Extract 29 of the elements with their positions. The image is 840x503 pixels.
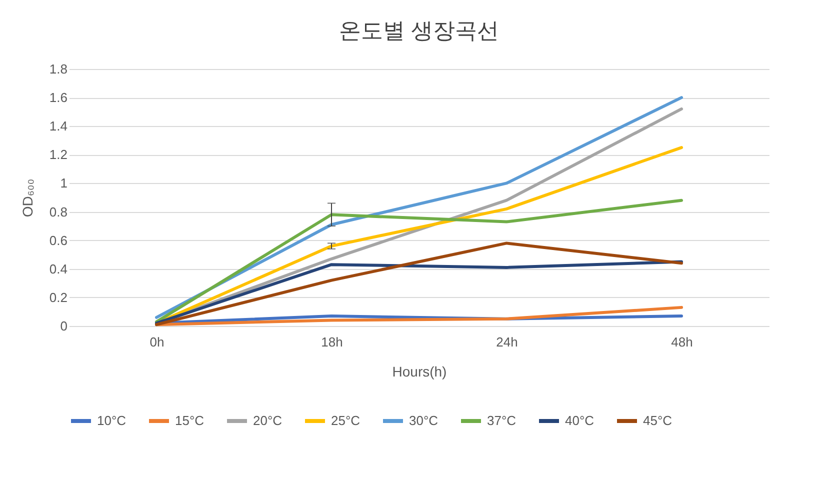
- y-tick-label: 0.4: [49, 261, 68, 276]
- legend-label: 10°C: [97, 413, 126, 428]
- y-tick-label: 0.6: [49, 232, 68, 248]
- y-tick-label: 0.8: [49, 204, 68, 220]
- legend-label: 20°C: [253, 413, 282, 428]
- y-tick-label: 1: [60, 176, 68, 191]
- x-tick-label: 24h: [496, 334, 518, 350]
- legend-label: 15°C: [175, 413, 204, 428]
- x-tick-label: 48h: [671, 334, 693, 350]
- y-tick-label: 1.8: [49, 62, 68, 76]
- y-tick-label: 0.2: [49, 290, 68, 305]
- line-series: [155, 198, 683, 324]
- y-tick-label: 0: [60, 318, 68, 334]
- y-axis-title: OD₆₀₀: [19, 178, 36, 218]
- legend-label: 37°C: [487, 413, 516, 428]
- line-series: [155, 260, 683, 325]
- y-tick-label: 1.2: [49, 147, 68, 162]
- line-series: [155, 306, 683, 326]
- x-axis-title: Hours(h): [392, 364, 447, 380]
- legend-label: 30°C: [409, 413, 438, 428]
- line-series: [155, 242, 683, 326]
- y-tick-label: 1.4: [49, 118, 68, 134]
- legend-label: 45°C: [643, 413, 672, 428]
- legend-label: 25°C: [331, 413, 360, 428]
- x-tick-label: 0h: [150, 334, 164, 350]
- x-tick-label: 18h: [321, 334, 343, 350]
- y-tick-label: 1.6: [49, 90, 68, 106]
- chart-title: 온도별 생장곡선: [338, 18, 500, 43]
- legend-label: 40°C: [565, 413, 594, 428]
